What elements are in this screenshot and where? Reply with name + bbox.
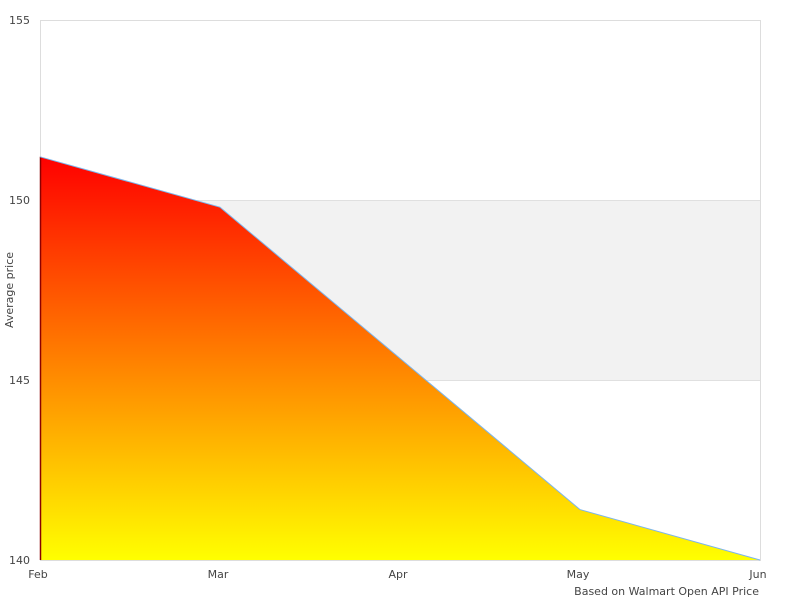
x-tick-label: Feb xyxy=(28,568,47,581)
y-tick-label: 150 xyxy=(9,194,30,207)
x-axis-label: Based on Walmart Open API Price xyxy=(574,585,759,598)
x-tick-label: Mar xyxy=(208,568,229,581)
x-tick-label: Apr xyxy=(388,568,408,581)
x-tick-label: Jun xyxy=(748,568,766,581)
y-tick-label: 140 xyxy=(9,554,30,567)
y-tick-label: 145 xyxy=(9,374,30,387)
y-axis-label: Average price xyxy=(3,252,16,328)
x-tick-label: May xyxy=(567,568,590,581)
y-tick-label: 155 xyxy=(9,14,30,27)
